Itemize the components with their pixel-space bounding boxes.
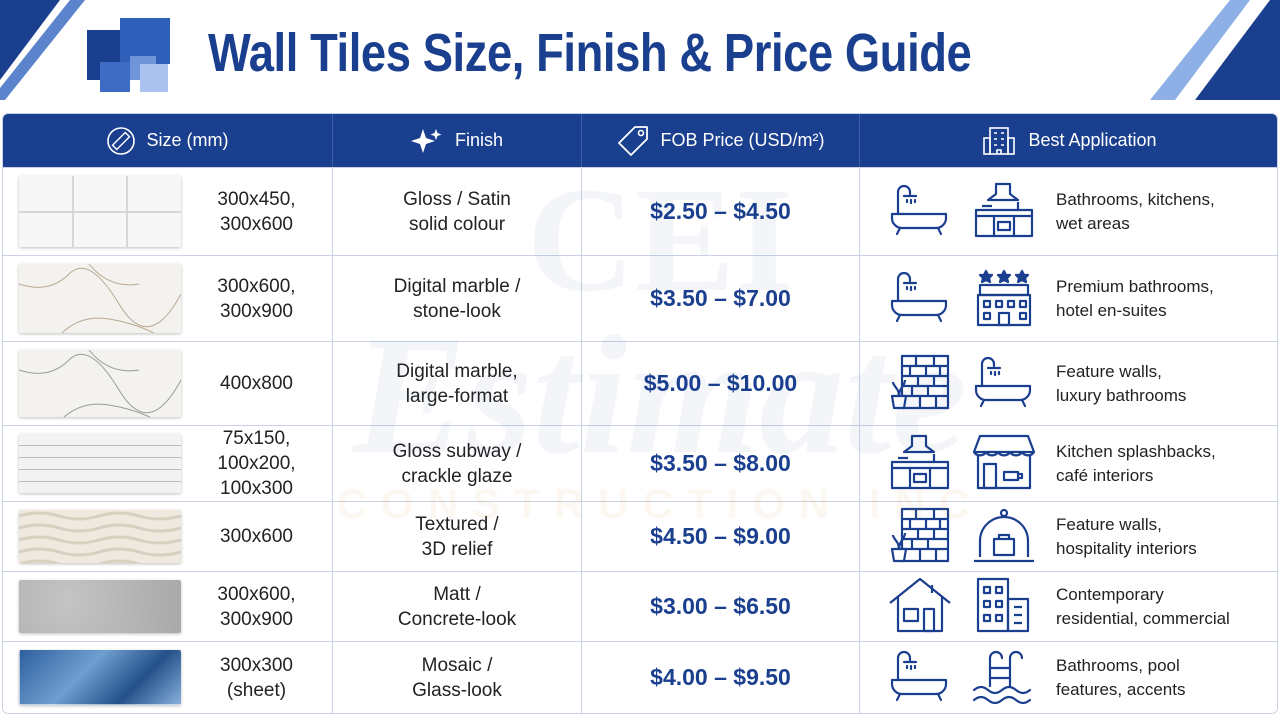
finish-text: Gloss / Satin solid colour [333, 167, 582, 255]
finish-text: Textured / 3D relief [333, 501, 582, 571]
tile-thumbnail [19, 350, 181, 417]
tile-thumbnail [19, 580, 181, 633]
column-header: FOB Price (USD/m²) [582, 114, 860, 167]
application-icon [890, 507, 950, 562]
application-cell: Feature walls, luxury bathrooms [860, 341, 1277, 425]
size-text: 300x600, 300x900 [217, 275, 296, 322]
application-text: Feature walls, hospitality interiors [1056, 514, 1197, 558]
tile-thumbnail [19, 176, 181, 247]
tile-table: Size (mm) Finish FOB Price (USD/m²) Best… [2, 113, 1278, 714]
application-icon [972, 508, 1036, 562]
application-text: Bathrooms, kitchens, wet areas [1056, 189, 1215, 233]
size-text: 300x600 [220, 526, 293, 547]
column-header: Size (mm) [3, 114, 333, 167]
finish-text: Digital marble / stone-look [333, 255, 582, 341]
size-cell: 300x300 (sheet) [3, 641, 333, 713]
tile-thumbnail [19, 264, 181, 333]
tile-thumbnail [19, 510, 181, 563]
title: Wall Tiles Size, Finish & Price Guide [208, 23, 972, 83]
price-text: $4.50 – $9.00 [582, 501, 860, 571]
size-cell: 400x800 [3, 341, 333, 425]
finish-text: Mosaic / Glass-look [333, 641, 582, 713]
size-text: 300x600, 300x900 [217, 583, 296, 630]
finish-text: Matt / Concrete-look [333, 571, 582, 641]
application-icon [890, 354, 950, 409]
application-cell: Feature walls, hospitality interiors [860, 501, 1277, 571]
tile-thumbnail [19, 434, 181, 493]
column-title: FOB Price (USD/m²) [660, 130, 825, 150]
application-icon [890, 650, 948, 701]
tile-thumbnail [19, 650, 181, 705]
application-icon [974, 356, 1032, 407]
application-cell: Premium bathrooms, hotel en-suites [860, 255, 1277, 341]
column-title: Size (mm) [146, 130, 229, 150]
application-cell: Bathrooms, kitchens, wet areas [860, 167, 1277, 255]
size-cell: 300x600 [3, 501, 333, 571]
size-text: 75x150, 100x200, 100x300 [217, 428, 296, 499]
header-decor [0, 0, 1280, 100]
application-icon [976, 269, 1032, 326]
column-title: Best Application [1028, 130, 1157, 150]
price-text: $2.50 – $4.50 [582, 167, 860, 255]
application-text: Kitchen splashbacks, café interiors [1056, 441, 1216, 485]
finish-text: Digital marble, large-format [333, 341, 582, 425]
application-icon [888, 577, 952, 632]
size-cell: 75x150, 100x200, 100x300 [3, 425, 333, 501]
size-text: 400x800 [220, 373, 293, 394]
application-icon [890, 271, 948, 322]
application-text: Contemporary residential, commercial [1056, 584, 1230, 628]
application-cell: Bathrooms, pool features, accents [860, 641, 1277, 713]
price-text: $3.00 – $6.50 [582, 571, 860, 641]
finish-text: Gloss subway / crackle glaze [333, 425, 582, 501]
application-text: Feature walls, luxury bathrooms [1056, 361, 1187, 405]
application-icon [972, 650, 1032, 704]
size-text: 300x450, 300x600 [217, 188, 296, 235]
size-text: 300x300 (sheet) [220, 654, 293, 701]
application-icon [976, 577, 1030, 632]
price-text: $4.00 – $9.50 [582, 641, 860, 713]
application-icon [890, 434, 950, 489]
column-header: Best Application [860, 114, 1277, 167]
size-cell: 300x600, 300x900 [3, 255, 333, 341]
column-title: Finish [454, 130, 503, 150]
application-cell: Kitchen splashbacks, café interiors [860, 425, 1277, 501]
size-cell: 300x450, 300x600 [3, 167, 333, 255]
price-text: $3.50 – $8.00 [582, 425, 860, 501]
price-text: $3.50 – $7.00 [582, 255, 860, 341]
size-cell: 300x600, 300x900 [3, 571, 333, 641]
application-cell: Contemporary residential, commercial [860, 571, 1277, 641]
column-header: Finish [333, 114, 582, 167]
application-icon [972, 434, 1036, 489]
application-text: Premium bathrooms, hotel en-suites [1056, 276, 1214, 320]
price-text: $5.00 – $10.00 [582, 341, 860, 425]
application-icon [974, 182, 1034, 237]
application-text: Bathrooms, pool features, accents [1056, 655, 1186, 699]
application-icon [890, 184, 948, 235]
